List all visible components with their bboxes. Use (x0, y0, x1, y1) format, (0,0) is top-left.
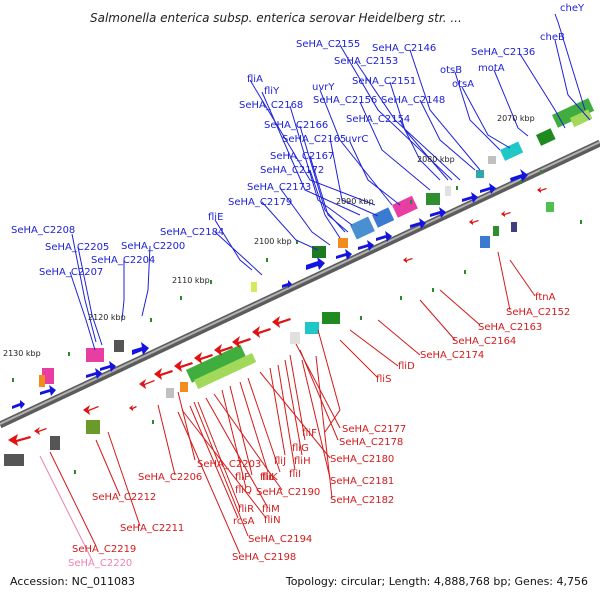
gene-label: SeHA_C2167 (270, 151, 334, 162)
gene-label: SeHA_C2168 (239, 100, 303, 111)
gene-label: SeHA_C2151 (352, 76, 416, 87)
gene-label: SeHA_C2194 (248, 534, 312, 545)
tick-label: 2110 kbp (172, 276, 210, 285)
gene-label: SeHA_C2181 (330, 476, 394, 487)
forward-gene-labels: cheY cheB SeHA_C2155 SeHA_C2146 SeHA_C21… (11, 3, 585, 278)
tick-labels: 2070 kbp 2080 kbp 2090 kbp 2100 kbp 2110… (3, 114, 535, 358)
backbone (0, 139, 600, 429)
gene-label: fliR (238, 504, 254, 515)
forward-arrows (12, 169, 528, 409)
reverse-leaders (49, 251, 536, 555)
gene-label: SeHA_C2190 (256, 487, 320, 498)
gene-label: SeHA_C2208 (11, 225, 75, 236)
gene-label: fliJ (274, 456, 286, 467)
gene-label: SeHA_C2148 (381, 95, 445, 106)
reverse-genes (4, 202, 554, 466)
gene-label: ftnA (535, 292, 556, 303)
gene-label: SeHA_C2163 (478, 322, 542, 333)
gene-label: SeHA_C2152 (506, 307, 570, 318)
gene-label: fliN (264, 515, 281, 526)
tick-label: 2070 kbp (497, 114, 535, 123)
gene-label: SeHA_C2166 (264, 120, 328, 131)
gene-label: SeHA_C2165 (282, 134, 346, 145)
tick-label: 2090 kbp (336, 197, 374, 206)
gene-label: SeHA_C2155 (296, 39, 360, 50)
reverse-gene-labels: ftnA SeHA_C2152 SeHA_C2163 SeHA_C2164 Se… (72, 292, 570, 563)
gene-label: cheB (540, 32, 565, 43)
gene-label: SeHA_C2200 (121, 241, 185, 252)
gene-label: SeHA_C2153 (334, 56, 398, 67)
other-leaders (39, 455, 93, 561)
gene-label: SeHA_C2173 (247, 182, 311, 193)
accession-text: Accession: NC_011083 (10, 575, 136, 588)
gene-label: SeHA_C2146 (372, 43, 436, 54)
gene-label: SeHA_C2179 (228, 197, 292, 208)
gene-label: SeHA_C2178 (339, 437, 403, 448)
gene-label: SeHA_C2174 (420, 350, 484, 361)
gene-label: SeHA_C2156 (313, 95, 377, 106)
gene-label: SeHA_C2154 (346, 114, 410, 125)
gene-label: otsB (440, 65, 462, 76)
genome-summary: Topology: circular; Length: 4,888,768 bp… (285, 575, 588, 588)
gene-label: fliS (376, 374, 391, 385)
gene-label: SeHA_C2172 (260, 165, 324, 176)
gene-label: SeHA_C2206 (138, 472, 202, 483)
forward-leaders (69, 13, 591, 351)
gene-label: SeHA_C2207 (39, 267, 103, 278)
gene-label: fliE (208, 212, 223, 223)
gene-label: SeHA_C2220 (68, 558, 132, 569)
map-title: Salmonella enterica subsp. enterica sero… (90, 11, 462, 25)
tick-label: 2130 kbp (3, 349, 41, 358)
gene-label: SeHA_C2177 (342, 424, 406, 435)
gene-label: rcsA (233, 516, 255, 527)
gene-label: SeHA_C2180 (330, 454, 394, 465)
gene-label: SeHA_C2182 (330, 495, 394, 506)
gene-label: fliY (264, 86, 280, 97)
gene-label: fliP (235, 472, 250, 483)
gene-label: motA (478, 63, 505, 74)
gene-label: otsA (452, 79, 474, 90)
gene-label: SeHA_C2205 (45, 242, 109, 253)
tick-label: 2100 kbp (254, 237, 292, 246)
gene-label: fliD (398, 361, 415, 372)
gene-label: fliL (260, 472, 275, 483)
tick-label: 2120 kbp (88, 313, 126, 322)
gene-label: SeHA_C2198 (232, 552, 296, 563)
gene-label: uvrY (312, 82, 335, 93)
gene-label: fliM (262, 504, 280, 515)
gene-label: SeHA_C2203 (197, 459, 261, 470)
gene-label: SeHA_C2211 (120, 523, 184, 534)
other-gene-labels: SeHA_C2220 (68, 558, 132, 569)
gene-label: cheY (560, 3, 585, 14)
gene-label: SeHA_C2219 (72, 544, 136, 555)
gene-label: fliI (289, 469, 301, 480)
minor-dashes (12, 170, 582, 474)
gene-label: SeHA_C2184 (160, 227, 224, 238)
gene-label: SeHA_C2204 (91, 255, 155, 266)
gene-label: fliQ (235, 485, 252, 496)
gene-label: SeHA_C2136 (471, 47, 535, 58)
gene-label: fliH (294, 456, 311, 467)
gene-label: uvrC (345, 134, 368, 145)
gene-label: fliG (292, 443, 309, 454)
gene-label: SeHA_C2164 (452, 336, 516, 347)
gene-label: fliF (302, 428, 317, 439)
gene-label: fliK (262, 472, 278, 483)
gene-label: fliA (247, 74, 263, 85)
tick-label: 2080 kbp (417, 155, 455, 164)
gene-label: SeHA_C2212 (92, 492, 156, 503)
reverse-arrows (8, 187, 547, 446)
